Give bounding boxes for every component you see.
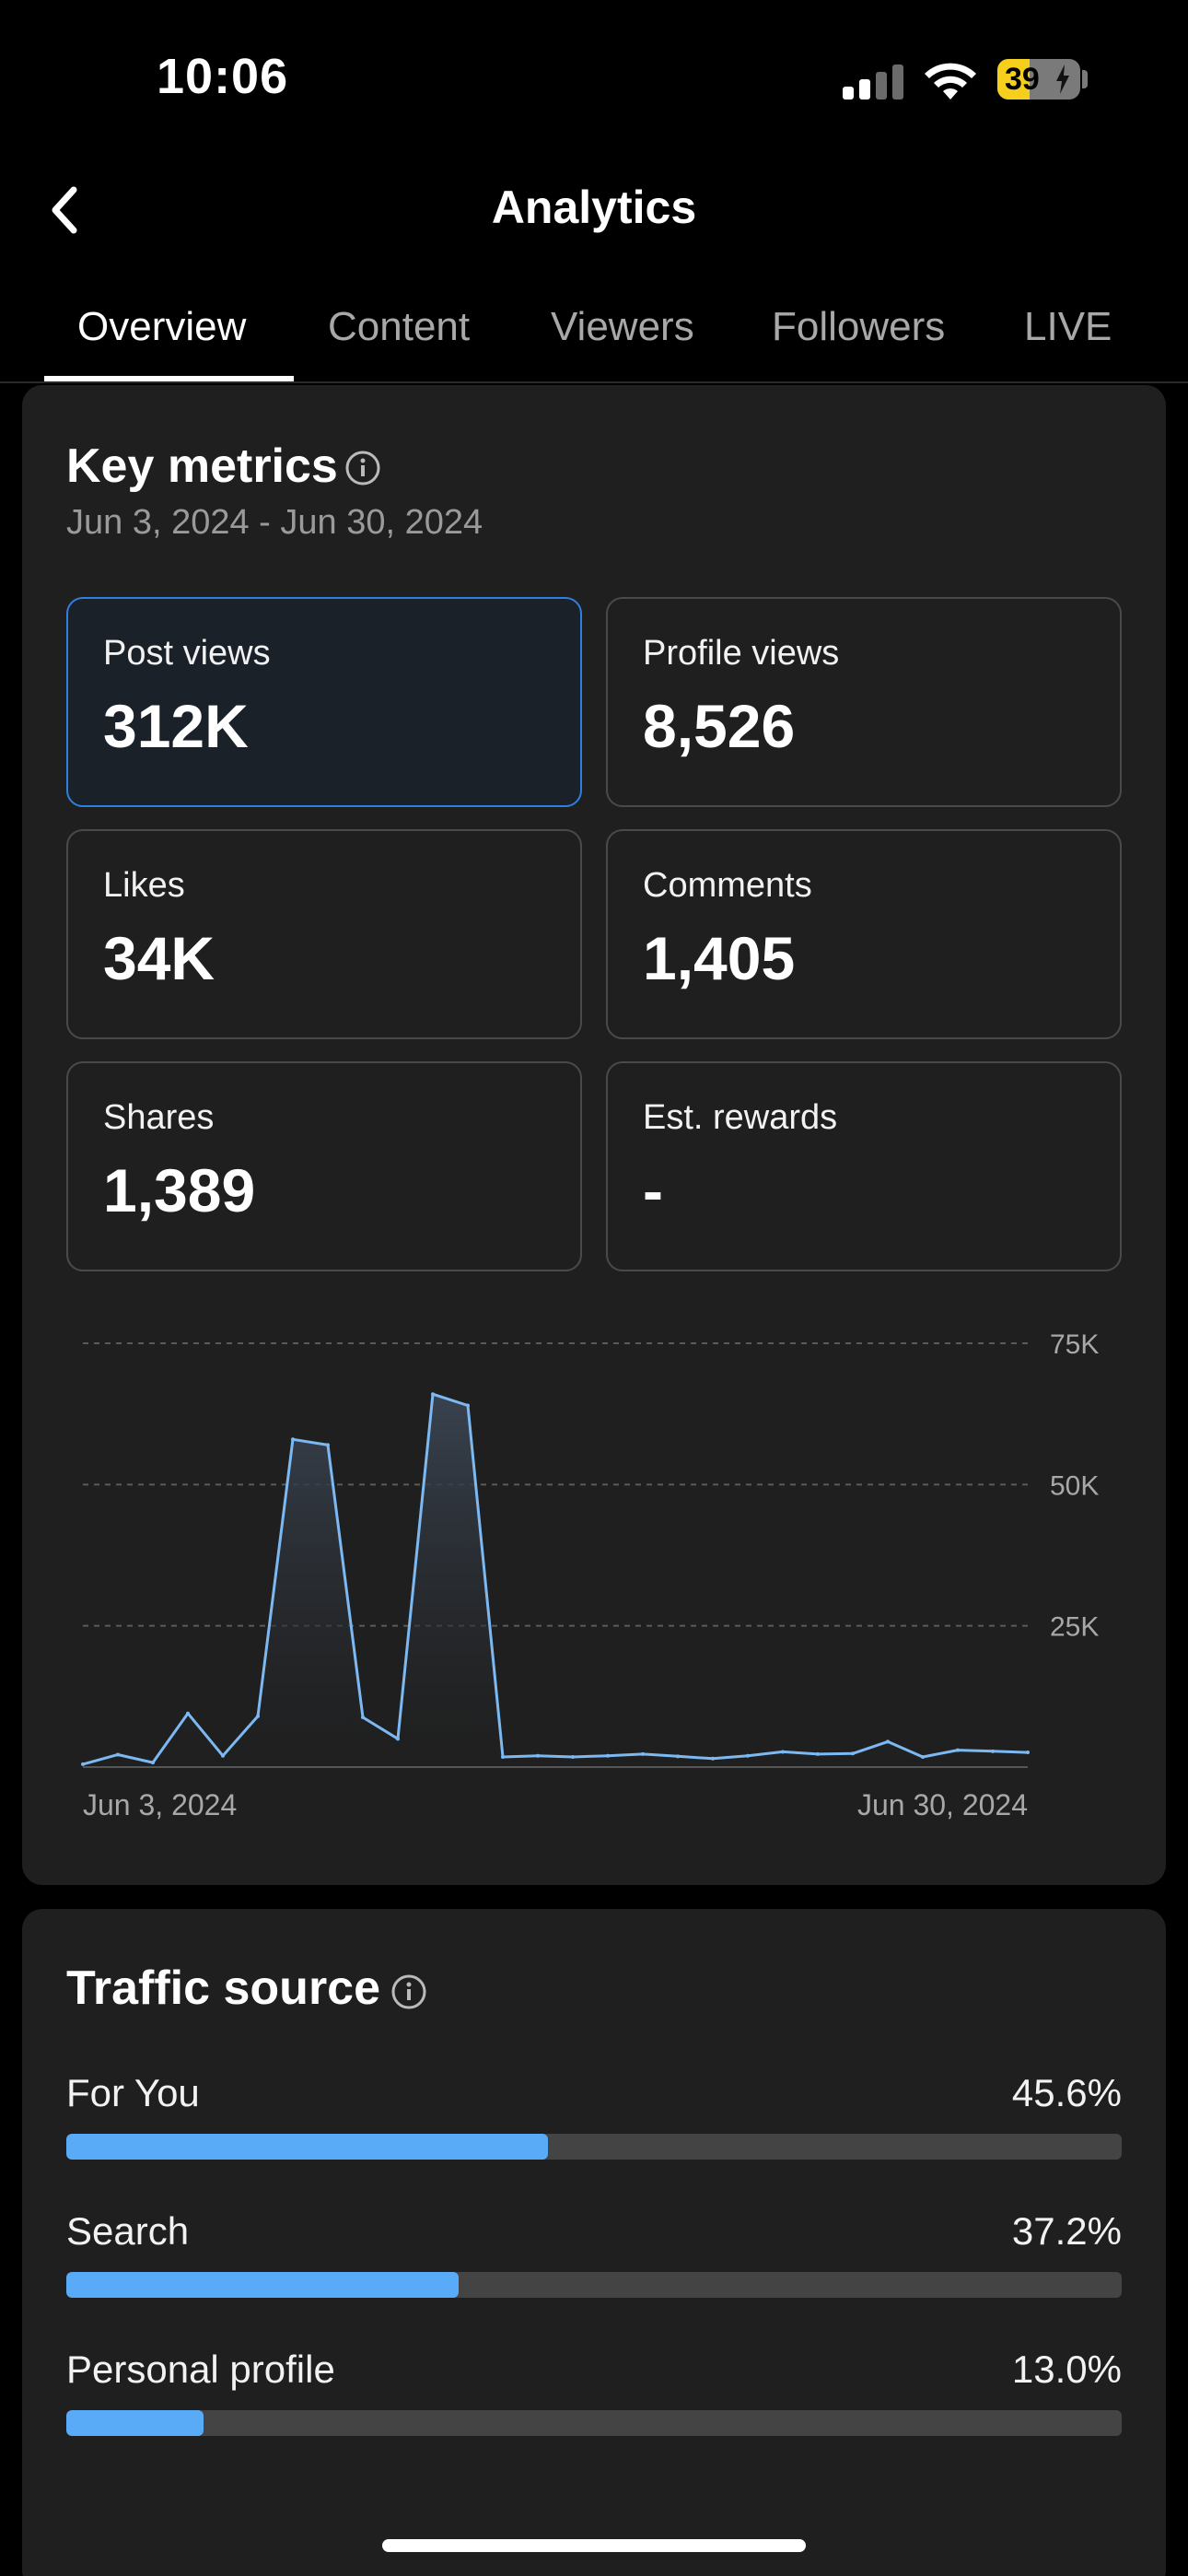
chart-point (571, 1754, 575, 1759)
traffic-bar-fill (66, 2134, 548, 2160)
chart-y-tick-label: 25K (1050, 1612, 1099, 1643)
tab-live[interactable]: LIVE (1024, 304, 1112, 349)
chart-point (886, 1739, 890, 1744)
chart-point (501, 1754, 505, 1759)
chart-point (256, 1714, 260, 1718)
wifi-icon (925, 63, 976, 100)
traffic-bar-track (66, 2134, 1122, 2160)
page-title: Analytics (491, 181, 697, 233)
tab-bar: Overview Content Viewers Followers LIVE (0, 295, 1188, 383)
metric-profile-views[interactable]: Profile views 8,526 (606, 597, 1122, 807)
chart-point (711, 1756, 715, 1761)
traffic-source-title: Traffic source (66, 1961, 381, 2015)
chart-point (816, 1751, 820, 1756)
chart-point (851, 1751, 855, 1756)
chart-point (326, 1443, 330, 1447)
metric-post-views[interactable]: Post views 312K (66, 597, 582, 807)
metric-value: 34K (103, 924, 215, 992)
chart-y-tick-label: 75K (1050, 1329, 1099, 1360)
chart-point (396, 1737, 400, 1741)
metric-value: 1,389 (103, 1156, 256, 1224)
chart-point (151, 1761, 155, 1765)
metric-label: Likes (103, 866, 185, 905)
traffic-percent: 13.0% (1011, 2348, 1122, 2391)
traffic-label: Personal profile (66, 2348, 335, 2391)
metric-value: 1,405 (643, 924, 796, 992)
metric-value: 8,526 (643, 692, 796, 760)
metric-est-rewards[interactable]: Est. rewards - (606, 1061, 1122, 1271)
traffic-label: Search (66, 2209, 190, 2253)
traffic-bar-track (66, 2410, 1122, 2436)
battery-icon: 39 (997, 59, 1080, 100)
chart-point (746, 1753, 750, 1758)
status-bar: 10:06 39 (0, 0, 1188, 157)
chart-x-end-label: Jun 30, 2024 (857, 1788, 1028, 1821)
traffic-source-card: Traffic source For You 45.6% Search 37.2… (22, 1909, 1166, 2576)
metric-label: Profile views (643, 634, 840, 673)
metric-label: Shares (103, 1098, 215, 1137)
chart-point (991, 1749, 995, 1753)
tab-followers[interactable]: Followers (772, 304, 946, 349)
chart-series-line (82, 1392, 1029, 1766)
chart-point (221, 1753, 225, 1758)
info-icon[interactable] (344, 450, 381, 486)
chart-point (676, 1754, 680, 1759)
chart-point (81, 1762, 85, 1766)
chart-point (781, 1750, 785, 1754)
chart-point (466, 1403, 470, 1408)
date-range: Jun 3, 2024 - Jun 30, 2024 (66, 503, 483, 542)
chart-point (606, 1753, 610, 1758)
status-time: 10:06 (157, 49, 289, 104)
metric-comments[interactable]: Comments 1,405 (606, 829, 1122, 1039)
chart-point (186, 1711, 190, 1715)
chart-point (956, 1748, 960, 1752)
key-metrics-card: Key metrics Jun 3, 2024 - Jun 30, 2024 P… (22, 385, 1166, 1885)
chart-x-start-label: Jun 3, 2024 (83, 1788, 237, 1821)
chart-point (536, 1753, 540, 1758)
info-icon[interactable] (390, 1973, 427, 2010)
metric-shares[interactable]: Shares 1,389 (66, 1061, 582, 1271)
metric-label: Comments (643, 866, 812, 905)
chevron-left-icon (52, 186, 77, 234)
back-button[interactable] (35, 175, 94, 245)
battery-level: 39 (1005, 62, 1040, 97)
chart-point (641, 1751, 645, 1756)
tab-viewers[interactable]: Viewers (551, 304, 694, 349)
traffic-bar-track (66, 2272, 1122, 2298)
chart-point (1026, 1751, 1030, 1755)
cellular-signal-icon (843, 63, 905, 100)
traffic-percent: 45.6% (1011, 2071, 1122, 2114)
chart-point (291, 1437, 295, 1442)
traffic-label: For You (66, 2071, 200, 2114)
key-metrics-title: Key metrics (66, 439, 338, 493)
post-views-chart[interactable]: 75K 50K 25K Jun 3, 2024 Jun 30, 2024 (22, 385, 1166, 1885)
chart-point (921, 1754, 925, 1759)
chart-y-tick-label: 50K (1050, 1470, 1099, 1501)
traffic-percent: 37.2% (1011, 2209, 1122, 2253)
traffic-bar-fill (66, 2410, 204, 2436)
metric-label: Est. rewards (643, 1098, 838, 1137)
home-indicator (382, 2539, 806, 2552)
tab-overview[interactable]: Overview (77, 304, 247, 349)
active-tab-indicator (44, 376, 294, 381)
metric-value: 312K (103, 692, 249, 760)
metric-likes[interactable]: Likes 34K (66, 829, 582, 1039)
chart-point (116, 1752, 120, 1757)
traffic-bar-fill (66, 2272, 460, 2298)
metric-value: - (643, 1156, 663, 1224)
chart-area-fill (83, 1394, 1028, 1767)
tab-content[interactable]: Content (328, 304, 471, 349)
chart-point (361, 1715, 365, 1720)
metric-label: Post views (103, 634, 271, 673)
chart-point (431, 1392, 435, 1397)
